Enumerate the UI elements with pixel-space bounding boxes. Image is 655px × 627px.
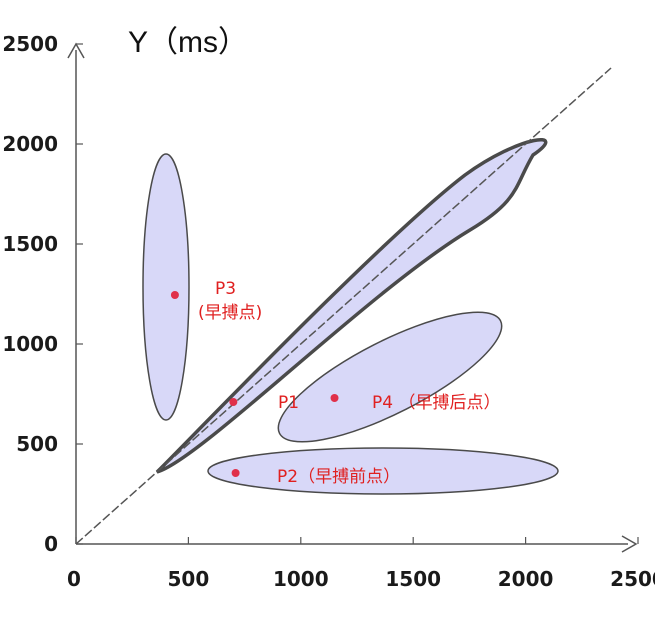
y-tick-label: 2500 [2,32,58,56]
y-axis-title: Y（ms） [128,26,248,59]
label-p3-line2: (早搏点) [198,303,262,323]
x-tick-label: 2500 [610,567,655,591]
identity-line [75,67,612,545]
y-tick-label: 0 [44,532,58,556]
label-p1: P1 [278,393,299,413]
x-tick-label: 1000 [273,567,329,591]
x-axis-arrow [621,535,638,553]
point-p2 [231,469,240,477]
label-p3-line1: P3 [215,279,236,299]
region-p4 [277,311,503,443]
region-normal [155,138,548,474]
point-p3 [170,291,179,299]
x-tick-label: 2000 [498,567,554,591]
region-p2 [207,447,559,495]
y-tick-label: 1000 [2,332,58,356]
region-p3 [142,153,190,421]
label-p4: P4 （早搏后点） [372,393,500,413]
point-p1 [229,398,238,406]
y-tick-label: 2000 [2,132,58,156]
y-tick-label: 500 [16,432,58,456]
x-tick-label: 1500 [385,567,441,591]
x-tick-label: 0 [67,567,81,591]
label-p2: P2（早搏前点） [277,467,400,487]
y-tick-label: 1500 [2,232,58,256]
x-tick-label: 500 [168,567,210,591]
point-p4 [330,394,339,402]
